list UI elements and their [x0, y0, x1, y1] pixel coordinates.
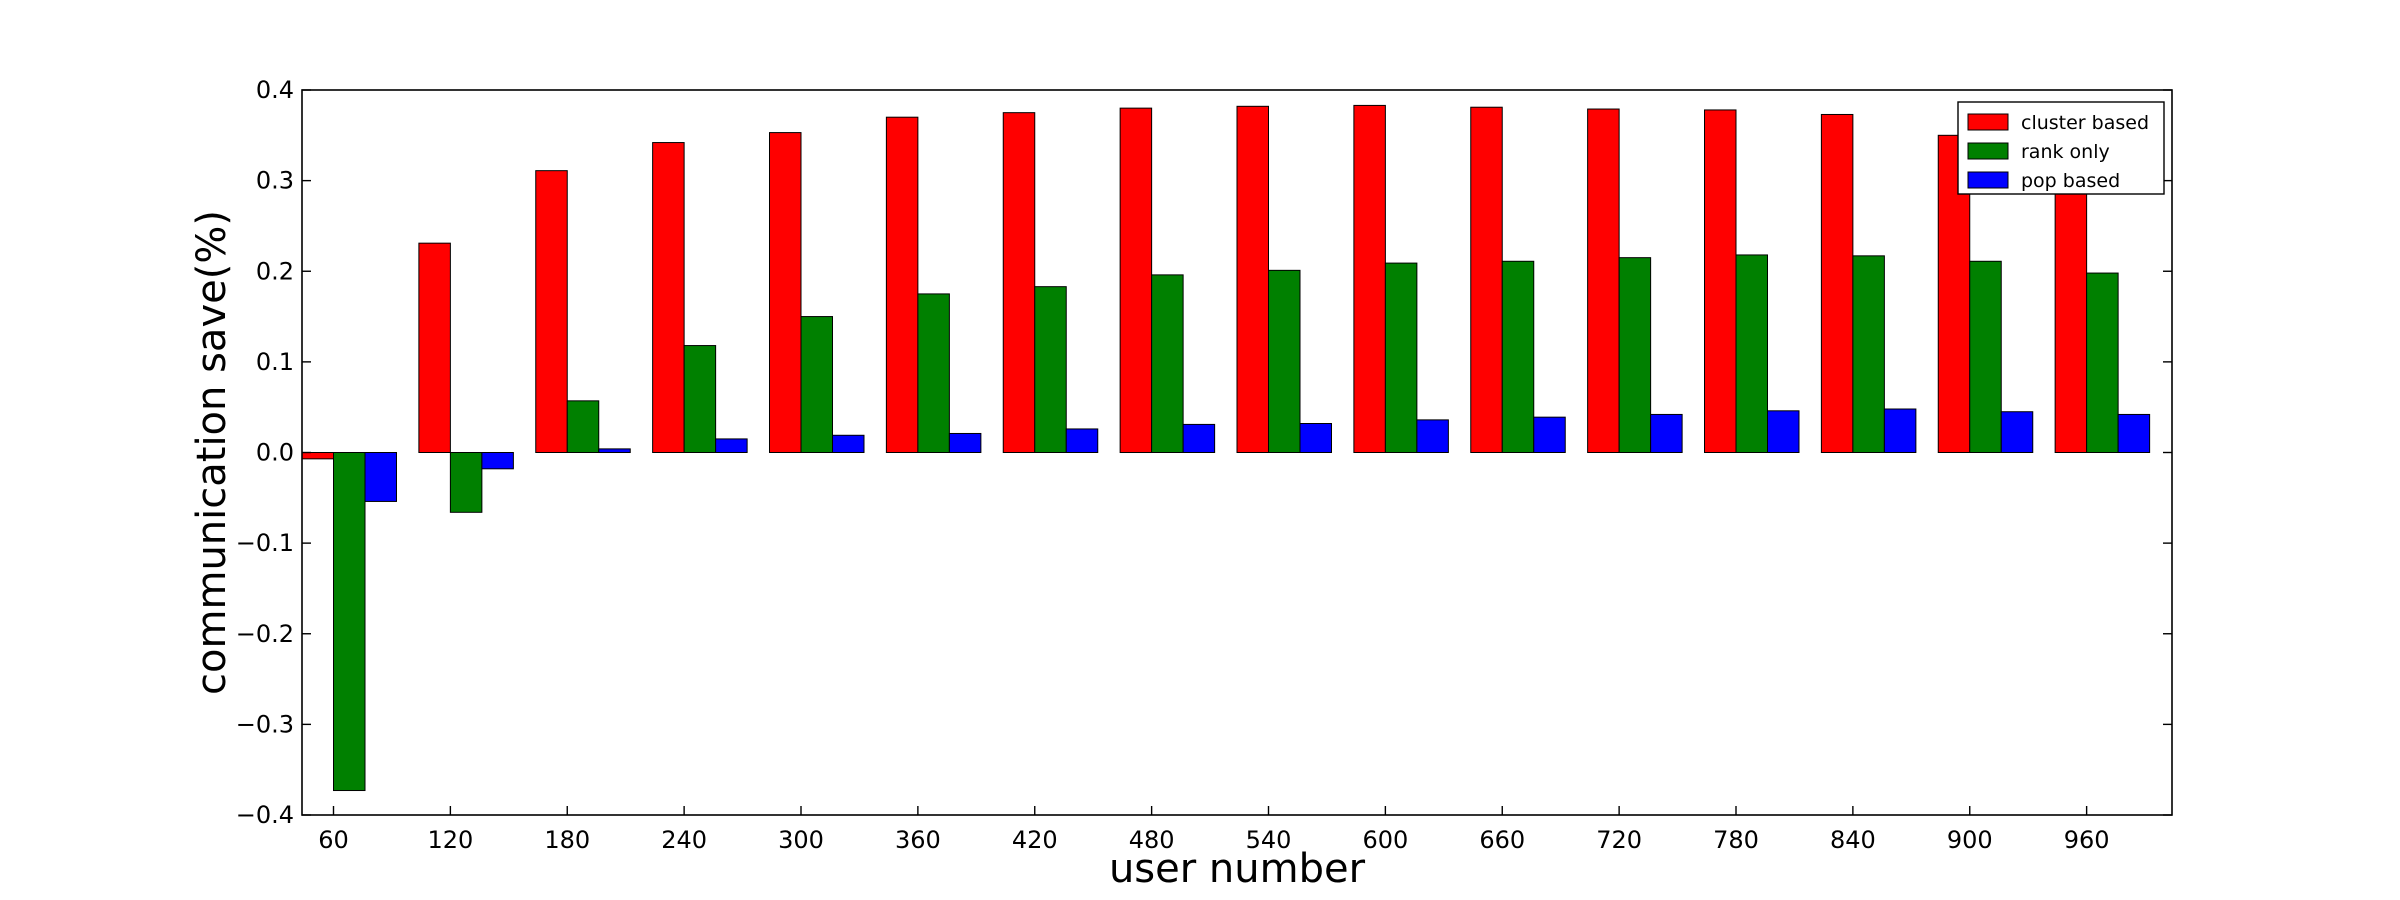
x-tick-label: 300	[778, 826, 824, 854]
bar-rank-only-780	[1735, 254, 1768, 453]
bar-pop-based-780	[1767, 410, 1800, 453]
y-tick-label: 0.2	[256, 257, 294, 285]
bar-pop-based-360	[948, 432, 982, 454]
y-tick-label: −0.1	[236, 529, 294, 557]
bar-rank-only-480	[1151, 274, 1184, 453]
bar-cluster-based-120	[418, 242, 451, 453]
x-tick-label: 600	[1362, 826, 1408, 854]
x-tick-label: 120	[427, 826, 473, 854]
bar-cluster-based-180	[535, 170, 568, 453]
bar-pop-based-660	[1533, 416, 1566, 454]
bar-rank-only-360	[917, 293, 950, 453]
x-tick-label: 420	[1012, 826, 1058, 854]
bar-pop-based-120	[481, 452, 514, 470]
x-tick-label: 660	[1479, 826, 1525, 854]
bar-rank-only-600	[1384, 262, 1418, 453]
bar-pop-based-960	[2117, 413, 2151, 454]
bar-cluster-based-600	[1353, 104, 1386, 453]
bars	[301, 104, 2151, 792]
ticks: −0.4 −0.3 −0.2 −0.1 0.0 0.1 0.2 0.3 0.4 60 120 180 2…	[236, 76, 2172, 854]
bar-pop-based-300	[832, 434, 865, 453]
bar-pop-based-600	[1416, 419, 1449, 454]
bar-rank-only-120	[449, 452, 483, 513]
bar-pop-based-60	[364, 452, 397, 502]
y-tick-label: 0.3	[256, 167, 294, 195]
y-tick-label: 0.4	[256, 76, 294, 104]
x-tick-label: 780	[1713, 826, 1759, 854]
bar-pop-based-420	[1065, 428, 1099, 454]
x-tick-label: 360	[895, 826, 941, 854]
x-tick-label: 240	[661, 826, 707, 854]
bar-pop-based-240	[715, 438, 748, 454]
bar-pop-based-180	[598, 448, 631, 454]
bar-pop-based-540	[1299, 423, 1332, 453]
bar-rank-only-180	[566, 400, 600, 453]
y-axis-title: communication save(%)	[189, 210, 235, 695]
bar-pop-based-480	[1182, 423, 1216, 454]
y-tick-label: −0.4	[236, 801, 294, 829]
legend-swatch-cluster-based	[1967, 113, 2009, 131]
x-tick-label: 720	[1596, 826, 1642, 854]
bar-cluster-based-840	[1820, 113, 1854, 453]
bar-rank-only-240	[683, 345, 717, 453]
legend-label-rank-only: rank only	[2021, 141, 2110, 163]
bar-rank-only-840	[1852, 255, 1885, 453]
bar-cluster-based-240	[652, 142, 685, 453]
x-tick-label: 840	[1830, 826, 1876, 854]
y-tick-label: 0.0	[256, 439, 294, 467]
bar-cluster-based-720	[1587, 108, 1620, 453]
bar-rank-only-420	[1034, 286, 1067, 453]
bar-rank-only-900	[1969, 260, 2002, 453]
bar-cluster-based-480	[1119, 107, 1153, 454]
bar-cluster-based-780	[1704, 109, 1737, 453]
bar-pop-based-840	[1883, 408, 1917, 453]
y-tick-label: −0.2	[236, 620, 294, 648]
bar-pop-based-720	[1650, 413, 1683, 454]
bar-cluster-based-60	[301, 452, 334, 460]
y-tick-label: −0.3	[236, 710, 294, 738]
x-tick-label: 60	[318, 826, 349, 854]
bar-rank-only-60	[333, 452, 366, 792]
x-axis-title: user number	[1109, 846, 1366, 892]
legend-swatch-pop-based	[1967, 171, 2009, 189]
bar-pop-based-900	[2000, 411, 2034, 453]
legend: cluster based rank only pop based	[1957, 101, 2165, 195]
x-tick-label: 540	[1246, 826, 1292, 854]
bar-rank-only-660	[1501, 260, 1535, 453]
x-tick-label: 180	[544, 826, 590, 854]
y-tick-label: 0.1	[256, 348, 294, 376]
legend-label-cluster-based: cluster based	[2021, 112, 2149, 134]
bar-cluster-based-420	[1002, 112, 1036, 453]
bar-cluster-based-540	[1236, 105, 1269, 453]
bar-rank-only-960	[2086, 272, 2119, 453]
legend-label-pop-based: pop based	[2021, 170, 2120, 192]
x-tick-label: 960	[2064, 826, 2110, 854]
x-tick-label: 900	[1947, 826, 1993, 854]
bar-cluster-based-360	[885, 116, 919, 453]
plot-frame	[301, 89, 2173, 816]
bar-cluster-based-660	[1470, 106, 1503, 453]
x-tick-label: 480	[1129, 826, 1175, 854]
bar-rank-only-300	[800, 316, 833, 453]
legend-swatch-rank-only	[1967, 142, 2009, 160]
bar-cluster-based-300	[769, 132, 802, 453]
bar-rank-only-720	[1618, 257, 1652, 453]
bar-rank-only-540	[1268, 269, 1301, 453]
